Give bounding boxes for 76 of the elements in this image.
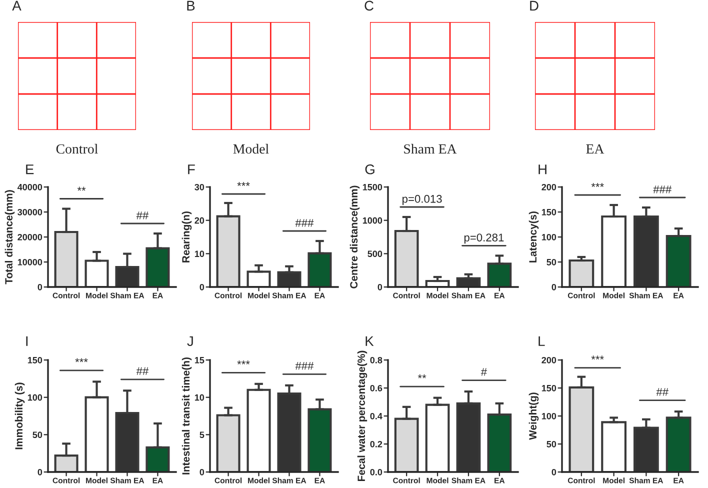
y-tick-label: 0 [200, 468, 204, 476]
chart-title: G [365, 164, 374, 174]
y-axis-title: Weight(g) [528, 392, 539, 440]
y-tick-label: 0.8 [370, 356, 382, 364]
annotation: p=0.013 [402, 194, 442, 205]
text: C [364, 0, 374, 11]
chart-title: E [26, 164, 34, 174]
y-tick-label: 200 [542, 184, 556, 190]
y-axis-title: Intestinal transit time(h) [182, 357, 192, 474]
annotation: ## [136, 212, 149, 220]
text: A [12, 0, 22, 10]
text: EA [586, 144, 604, 154]
chart-title: F [188, 164, 195, 174]
y-tick-label: 20000 [18, 234, 42, 240]
chart-title: L [538, 336, 545, 346]
annotation: ### [295, 362, 314, 370]
y-tick-label: 50 [32, 432, 42, 438]
y-axis-title: Latency(s) [528, 211, 539, 262]
y-tick-label: 150 [542, 384, 556, 392]
y-tick-label: 30000 [18, 208, 42, 216]
text: Control [56, 144, 98, 154]
y-tick-label: 0 [200, 284, 204, 290]
text: D [530, 0, 538, 10]
y-tick-label: 0.6 [370, 384, 382, 392]
y-tick-label: 0 [552, 468, 556, 476]
y-tick-label: 0 [38, 468, 42, 476]
y-tick-label: 10 [194, 394, 204, 401]
y-tick-label: 150 [542, 208, 556, 216]
annotation: ### [653, 186, 672, 194]
y-tick-label: 0 [552, 284, 556, 290]
annotation: ## [656, 388, 669, 396]
y-tick-label: 40000 [17, 184, 42, 190]
y-tick-label: 100 [28, 394, 42, 401]
y-axis-title: Rearing(n) [182, 211, 192, 262]
y-tick-label: 1000 [362, 217, 382, 224]
y-tick-label: 5 [200, 432, 204, 438]
text: *** [591, 356, 604, 360]
chart-title: I [26, 336, 28, 346]
annotation: p=0.281 [464, 234, 504, 244]
y-axis-title: Immobility (s) [14, 382, 25, 450]
text: B [187, 0, 195, 10]
annotation: # [480, 368, 487, 376]
y-tick-label: 50 [546, 258, 556, 266]
y-tick-label: 15 [194, 357, 204, 364]
y-tick-label: 150 [28, 356, 42, 364]
y-tick-label: 30 [194, 184, 204, 190]
text: *** [591, 183, 604, 187]
y-tick-label: 50 [546, 440, 556, 448]
annotation: ## [136, 367, 149, 375]
y-tick-label: 0.2 [370, 440, 382, 448]
y-tick-label: 100 [542, 412, 556, 420]
chart-title: K [366, 336, 374, 346]
y-tick-label: 200 [542, 356, 556, 364]
y-axis-title: Fecal water percentage(%) [357, 350, 368, 482]
text: Sham EA [404, 144, 457, 154]
y-axis-title: Centre distance(mm) [350, 186, 360, 288]
text: Model [233, 144, 269, 154]
y-tick-label: 0.0 [370, 468, 382, 476]
y-tick-label: 0 [38, 284, 42, 290]
text: *** [237, 182, 250, 186]
y-tick-label: 10 [194, 250, 204, 258]
annotation: *** [237, 360, 250, 364]
y-tick-label: 1500 [362, 184, 382, 190]
y-tick-label: 0 [378, 284, 382, 290]
y-tick-label: 500 [368, 250, 382, 258]
y-tick-label: 20 [194, 217, 204, 224]
annotation: *** [75, 358, 88, 362]
annotation: ** [77, 186, 86, 191]
y-tick-label: 0.4 [370, 412, 382, 420]
chart-title: J [187, 336, 193, 346]
y-tick-label: 10000 [18, 258, 42, 266]
annotation: ** [418, 374, 426, 378]
y-tick-label: 100 [542, 234, 556, 240]
annotation: ### [295, 219, 314, 227]
y-axis-title: Total distance(mm) [4, 190, 15, 284]
chart-title: H [538, 164, 546, 174]
